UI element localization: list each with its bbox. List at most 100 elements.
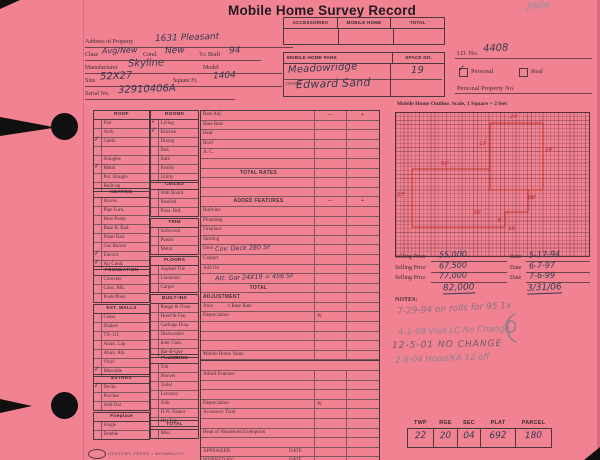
outline-grid	[395, 112, 590, 257]
rate-label: A. C.	[203, 150, 214, 156]
manufacturer-value: Skyline	[127, 57, 165, 70]
selling-price-value: 77,000	[438, 270, 468, 281]
checklist-row: Bar-B-Que	[151, 349, 198, 357]
selling-date-line: 5-17-94	[526, 249, 590, 262]
accessories-table: ACCESSORIES MOBILE HOME TOTAL	[283, 17, 445, 45]
park-label: MOBILE HOME PARK	[284, 53, 394, 63]
id-field: I.D. No. 4408	[455, 43, 592, 59]
checklist-row: Softwood	[151, 228, 198, 237]
rate-row: Depreciation %	[201, 312, 379, 323]
checklist-label: Panel Rad.	[103, 235, 126, 240]
checklist-row: Flat	[94, 120, 149, 129]
checklist-row: Conc. Blk.	[94, 285, 149, 294]
rate-label: TOTAL	[249, 284, 268, 291]
cond-value: New	[164, 45, 185, 57]
rate-row: Carport	[201, 254, 379, 265]
checklist-row: Bed.	[151, 147, 198, 156]
section-header: ROOF	[94, 111, 149, 120]
checklist-row: ✓ Kitchen	[150, 127, 198, 138]
section-foundation: FOUNDATION Concrete Conc. Blk. Posts/Piers	[93, 266, 150, 303]
checklist-row: Plastic	[151, 237, 198, 246]
section-total-misc: TOTAL Misc.	[150, 420, 199, 439]
rate-row	[201, 419, 379, 429]
rate-row: Area x Base Rate	[201, 302, 379, 313]
checklist-label: Concrete	[103, 277, 122, 282]
checklist-label: Living	[160, 121, 174, 126]
dim-garage-left: 13'	[478, 140, 488, 148]
checklist-label: Stoves	[103, 199, 117, 204]
owner-label: OWNER	[286, 81, 302, 86]
checklist-row: Built-up	[94, 183, 149, 191]
rate-label: Built-ins	[203, 207, 221, 213]
checklist-row: Lavatory	[151, 391, 198, 400]
checklist-label: Lavatory	[160, 392, 179, 397]
checklist-label: Metal	[103, 166, 116, 171]
checklist-row: ✓ Metal	[93, 162, 149, 174]
manufacturer-field: Manufacturer Skyline Model	[85, 57, 282, 74]
percent-sign: %	[317, 400, 322, 407]
punch-wedge-top	[0, 117, 56, 136]
section-header: TRIM	[151, 219, 198, 228]
page-title: Mobile Home Survey Record	[228, 3, 417, 18]
rate-row	[201, 380, 379, 391]
checklist-label: Shakes	[103, 324, 118, 329]
dim-bottom-left: 28'	[472, 209, 482, 217]
manufacturer-label: Manufacturer	[85, 65, 118, 71]
selling-price-value: 67,500	[438, 260, 468, 271]
rate-label: Deck	[203, 246, 214, 252]
park-box: MOBILE HOME PARK SPACE NO. Meadowridge O…	[283, 52, 445, 97]
checklist-label: Masonite	[103, 369, 123, 374]
checklist-label: Electric	[103, 253, 120, 258]
parcel-cell: PLAT 692	[480, 418, 516, 448]
section-plumbing: PLUMBING Tub Shower Toilet Lavatory Sink H.W.…	[150, 354, 199, 427]
checklist-row: Asphalt Tile	[151, 266, 198, 275]
checklist-row: Pipe Furn.	[94, 207, 149, 216]
checklist-row: Paneled	[151, 199, 198, 208]
checklist-label: Air Cond.	[103, 262, 124, 267]
extra-selling-date-value: 3/31/06	[526, 282, 562, 295]
checklist-row: Alum. Lap	[94, 341, 149, 350]
rate-row: ADJUSTMENT	[201, 293, 379, 303]
handwritten-check: ✓	[93, 162, 101, 171]
size-field: Size 52X27 Square Ft. 1404	[85, 70, 282, 87]
checklist-label: Sink	[160, 401, 170, 406]
checklist-label: Bath	[160, 157, 170, 162]
rate-label: Skirting	[203, 236, 220, 242]
rate-row: Fireplace	[201, 226, 379, 236]
section-header: TOTAL	[151, 421, 198, 430]
checklist-label: Gas Burner	[103, 244, 127, 249]
note-pencil-3: 2-8-04 Hood/KA 12 off	[394, 352, 490, 366]
date-label: DATE	[289, 457, 302, 460]
rate-label: Heat	[203, 131, 213, 137]
personal-checkbox	[459, 68, 468, 77]
rate-label: ADDED FEATURES	[233, 198, 284, 205]
checklist-label: Plast. Brd.	[160, 209, 182, 214]
rate-label: Rate Adj.	[203, 112, 222, 117]
dim-garage-width: 24'	[509, 113, 519, 121]
checklist-row: Shingles	[94, 156, 149, 165]
parcel-cell: TWP 22	[407, 418, 434, 448]
checklist-row: ✓ Air Cond.	[93, 259, 149, 269]
checklist-label: Inter Com.	[160, 341, 183, 346]
rate-row: TOTAL	[201, 283, 379, 294]
checklist-label: Hood & Fan	[160, 314, 186, 319]
checklist-label: Vinyl	[103, 360, 115, 365]
checklist-label: Double	[103, 432, 119, 437]
checklist-row: Family	[151, 165, 198, 174]
punch-hole-top	[51, 113, 78, 140]
parcel-value: 692	[489, 430, 507, 442]
checklist-label	[102, 147, 104, 155]
checklist-label: Add-Out	[103, 403, 122, 408]
address-field: Address of Property 1631 Pleasant	[85, 32, 293, 48]
handwritten-check: ✓	[93, 135, 101, 144]
selling-date-line: 7-6-99	[526, 271, 590, 284]
checklist-row: Dining	[151, 138, 198, 147]
dim-home-width: 52'	[440, 160, 450, 168]
date-label: Date	[510, 264, 522, 271]
size-value: 52X27	[99, 70, 133, 83]
rate-row	[201, 341, 379, 351]
rate-row: Add On	[201, 264, 379, 275]
selling-price-line: 55,000.	[431, 249, 507, 262]
rate-label: Head of Household Exemption	[203, 429, 266, 435]
rate-label: Base Rate	[203, 121, 224, 127]
